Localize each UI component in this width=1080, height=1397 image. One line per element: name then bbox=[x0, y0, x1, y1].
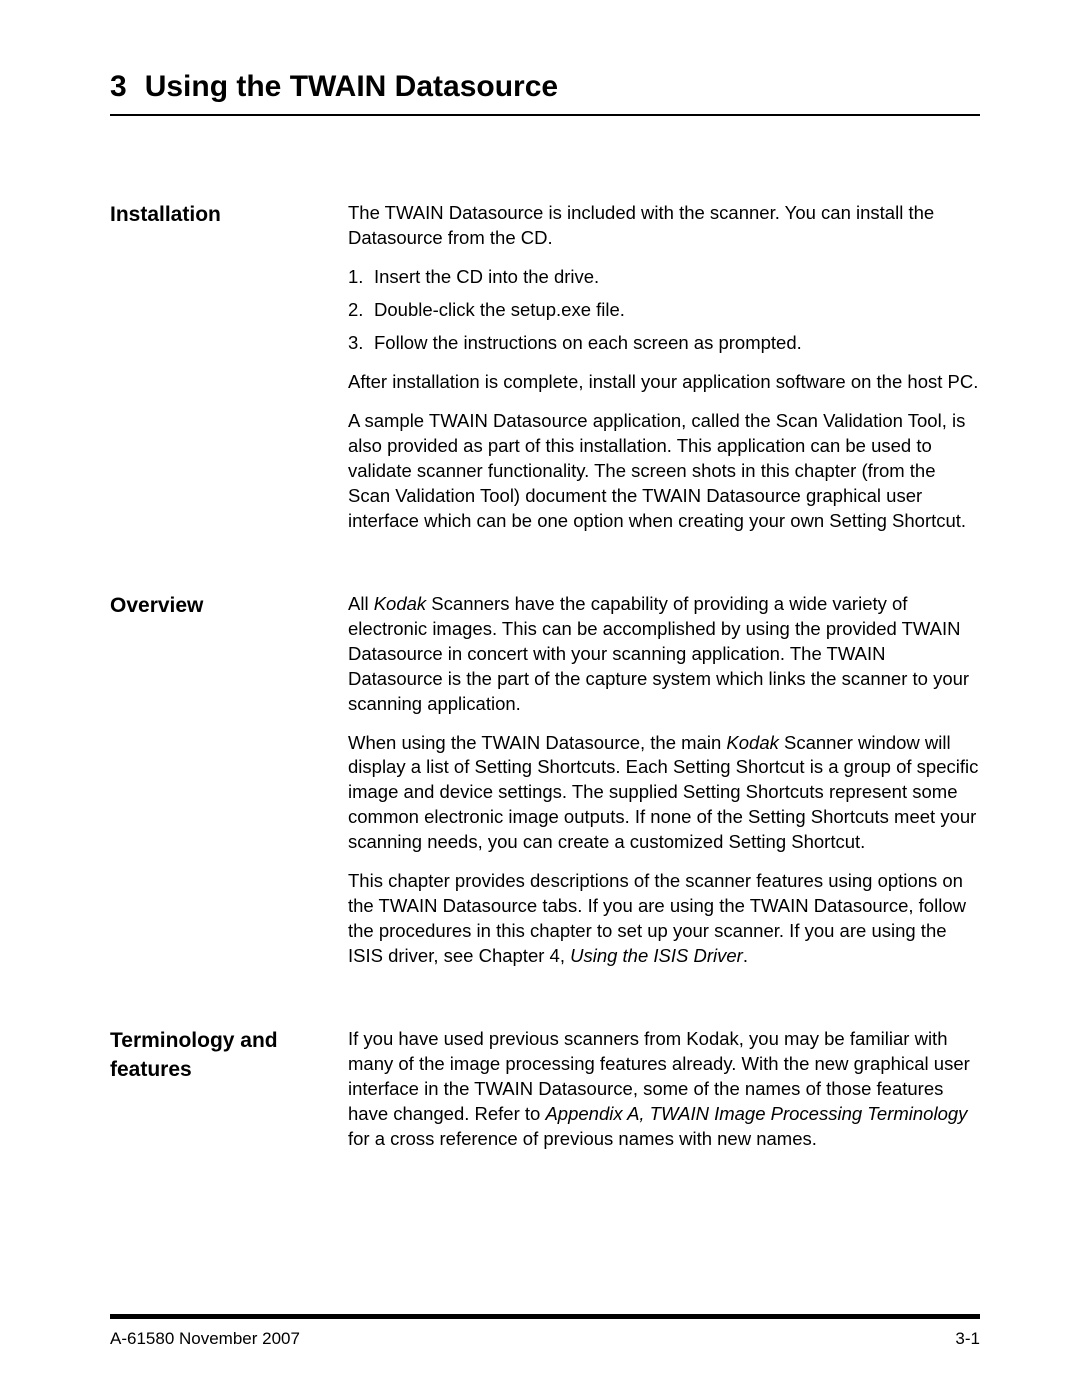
step-text: Follow the instructions on each screen a… bbox=[374, 332, 802, 353]
overview-p2: When using the TWAIN Datasource, the mai… bbox=[348, 731, 980, 856]
italic-text: Kodak bbox=[374, 593, 426, 614]
text-run: for a cross reference of previous names … bbox=[348, 1128, 817, 1149]
page-footer: A-61580 November 2007 3-1 bbox=[110, 1314, 980, 1349]
list-item: 2. Double-click the setup.exe file. bbox=[348, 298, 980, 323]
chapter-number: 3 bbox=[110, 70, 127, 104]
footer-rule bbox=[110, 1314, 980, 1319]
section-label-overview: Overview bbox=[110, 592, 348, 970]
installation-intro: The TWAIN Datasource is included with th… bbox=[348, 201, 980, 251]
step-number: 1. bbox=[348, 265, 363, 290]
step-number: 3. bbox=[348, 331, 363, 356]
text-run: When using the TWAIN Datasource, the mai… bbox=[348, 732, 726, 753]
italic-text: Kodak bbox=[726, 732, 778, 753]
section-label-installation: Installation bbox=[110, 201, 348, 534]
chapter-header: 3 Using the TWAIN Datasource bbox=[110, 70, 980, 116]
step-text: Insert the CD into the drive. bbox=[374, 266, 599, 287]
chapter-title: Using the TWAIN Datasource bbox=[145, 70, 558, 104]
overview-p3: This chapter provides descriptions of th… bbox=[348, 869, 980, 969]
italic-text: Using the ISIS Driver bbox=[570, 945, 743, 966]
terminology-p1: If you have used previous scanners from … bbox=[348, 1027, 980, 1152]
section-body-installation: The TWAIN Datasource is included with th… bbox=[348, 201, 980, 534]
list-item: 3. Follow the instructions on each screen… bbox=[348, 331, 980, 356]
installation-sample: A sample TWAIN Datasource application, c… bbox=[348, 409, 980, 534]
italic-text: Appendix A, TWAIN Image Processing Termi… bbox=[545, 1103, 967, 1124]
step-number: 2. bbox=[348, 298, 363, 323]
section-body-overview: All Kodak Scanners have the capability o… bbox=[348, 592, 980, 970]
footer-row: A-61580 November 2007 3-1 bbox=[110, 1329, 980, 1349]
section-terminology: Terminology and features If you have use… bbox=[110, 1027, 980, 1152]
installation-steps: 1. Insert the CD into the drive. 2. Double… bbox=[348, 265, 980, 356]
overview-p1: All Kodak Scanners have the capability o… bbox=[348, 592, 980, 717]
text-run: Scanners have the capability of providin… bbox=[348, 593, 969, 714]
section-body-terminology: If you have used previous scanners from … bbox=[348, 1027, 980, 1152]
section-label-terminology: Terminology and features bbox=[110, 1027, 348, 1152]
section-overview: Overview All Kodak Scanners have the cap… bbox=[110, 592, 980, 970]
footer-left: A-61580 November 2007 bbox=[110, 1329, 300, 1349]
step-text: Double-click the setup.exe file. bbox=[374, 299, 625, 320]
text-run: All bbox=[348, 593, 374, 614]
list-item: 1. Insert the CD into the drive. bbox=[348, 265, 980, 290]
footer-right: 3-1 bbox=[955, 1329, 980, 1349]
text-run: . bbox=[743, 945, 748, 966]
section-installation: Installation The TWAIN Datasource is inc… bbox=[110, 201, 980, 534]
installation-after: After installation is complete, install … bbox=[348, 370, 980, 395]
